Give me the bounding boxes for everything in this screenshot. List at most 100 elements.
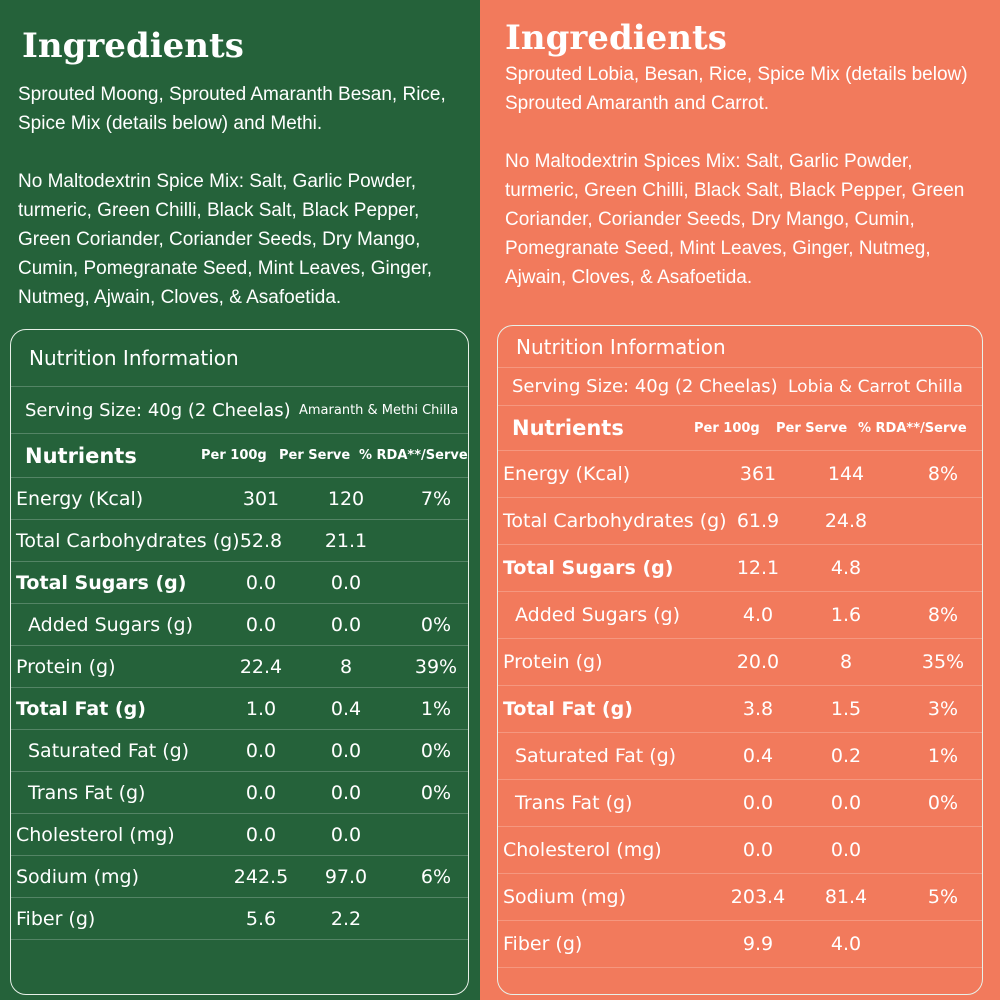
per100-value: 20.0: [736, 651, 780, 673]
rda-header: % RDA**/Serve: [858, 420, 967, 436]
per100-header: Per 100g: [694, 420, 760, 436]
nutrient-name: Saturated Fat (g): [28, 739, 190, 762]
rda-value: 1%: [420, 697, 452, 720]
per100-value: 4.0: [742, 604, 774, 626]
per100-value: 3.8: [742, 698, 774, 720]
rda-value: 3%: [927, 698, 959, 720]
per100-value: 0.4: [742, 745, 774, 767]
table-row: Total Carbohydrates (g) 61.9 24.8: [498, 498, 982, 545]
table-row: Total Carbohydrates (g) 52.8 21.1: [11, 520, 468, 562]
nutrient-name: Fiber (g): [16, 907, 96, 930]
table-row: Trans Fat (g) 0.0 0.0 0%: [498, 780, 982, 827]
nutrient-name: Total Carbohydrates (g): [16, 529, 240, 552]
rda-value: 0%: [420, 739, 452, 762]
spice-mix-list: No Maltodextrin Spice Mix: Salt, Garlic …: [18, 171, 433, 308]
table-row: Added Sugars (g) 0.0 0.0 0%: [11, 604, 468, 646]
per-serve-value: 1.5: [830, 698, 862, 720]
nutrient-name: Total Sugars (g): [16, 571, 187, 594]
per-serve-value: 24.8: [824, 510, 868, 532]
per-serve-value: 0.0: [330, 613, 362, 636]
table-row: Protein (g) 22.4 8 39%: [11, 646, 468, 688]
nutrient-name: Protein (g): [503, 651, 603, 673]
nutrient-name: Trans Fat (g): [515, 792, 633, 814]
rda-value: 8%: [927, 463, 959, 485]
rda-value: 0%: [927, 792, 959, 814]
per-serve-value: 97.0: [324, 865, 368, 888]
per100-value: 0.0: [245, 739, 277, 762]
table-row: Total Sugars (g) 12.1 4.8: [498, 545, 982, 592]
per100-value: 52.8: [239, 529, 283, 552]
per100-value: 1.0: [245, 697, 277, 720]
serving-size: Serving Size: 40g (2 Cheelas): [512, 376, 778, 397]
per-serve-value: 2.2: [330, 907, 362, 930]
nutrition-title: Nutrition Information: [516, 334, 726, 359]
per-serve-value: 144: [827, 463, 865, 485]
rda-value: 6%: [420, 865, 452, 888]
nutrition-title-row: Nutrition Information: [11, 330, 468, 387]
nutrient-name: Sodium (mg): [16, 865, 140, 888]
per-serve-value: 0.0: [830, 792, 862, 814]
per100-value: 12.1: [736, 557, 780, 579]
rda-value: 0%: [420, 613, 452, 636]
per-serve-value: 120: [327, 487, 365, 510]
table-row: Total Sugars (g) 0.0 0.0: [11, 562, 468, 604]
table-row: Fiber (g) 5.6 2.2: [11, 898, 468, 940]
ingredients-list: Sprouted Lobia, Besan, Rice, Spice Mix (…: [505, 64, 968, 114]
rda-value: 0%: [420, 781, 452, 804]
serving-size: Serving Size: 40g (2 Cheelas): [25, 399, 291, 421]
nutrient-name: Added Sugars (g): [515, 604, 681, 626]
per100-value: 0.0: [245, 571, 277, 594]
per-serve-value: 0.2: [830, 745, 862, 767]
per100-value: 9.9: [742, 933, 774, 955]
per-serve-value: 0.0: [330, 571, 362, 594]
rda-value: 5%: [927, 886, 959, 908]
per-serve-value: 0.0: [830, 839, 862, 861]
rda-value: 8%: [927, 604, 959, 626]
per-serve-header: Per Serve: [279, 448, 351, 463]
per100-value: 0.0: [245, 613, 277, 636]
rda-header: % RDA**/Serve: [359, 448, 468, 463]
header-row: Nutrients Per 100g Per Serve % RDA**/Serve: [498, 406, 982, 451]
nutrient-name: Energy (Kcal): [16, 487, 144, 510]
table-row: Added Sugars (g) 4.0 1.6 8%: [498, 592, 982, 639]
serving-row: Serving Size: 40g (2 Cheelas) Lobia & Car…: [498, 368, 982, 406]
per100-header: Per 100g: [201, 448, 267, 463]
header-row: Nutrients Per 100g Per Serve % RDA**/Serve: [11, 434, 468, 478]
rda-value: 39%: [414, 655, 458, 678]
table-row: Saturated Fat (g) 0.4 0.2 1%: [498, 733, 982, 780]
per-serve-value: 81.4: [824, 886, 868, 908]
table-row: Cholesterol (mg) 0.0 0.0: [11, 814, 468, 856]
per-serve-value: 4.0: [830, 933, 862, 955]
table-row: Protein (g) 20.0 8 35%: [498, 639, 982, 686]
nutrient-name: Cholesterol (mg): [16, 823, 175, 846]
nutrient-name: Protein (g): [16, 655, 116, 678]
per-serve-value: 0.0: [330, 781, 362, 804]
per100-value: 203.4: [730, 886, 786, 908]
per-serve-value: 0.4: [330, 697, 362, 720]
ingredients-list: Sprouted Moong, Sprouted Amaranth Besan,…: [18, 84, 446, 134]
per100-value: 361: [739, 463, 777, 485]
per-serve-value: 4.8: [830, 557, 862, 579]
per100-value: 0.0: [742, 839, 774, 861]
per100-value: 301: [242, 487, 280, 510]
per100-value: 0.0: [245, 781, 277, 804]
spice-mix-list: No Maltodextrin Spices Mix: Salt, Garlic…: [505, 151, 965, 288]
table-row: Energy (Kcal) 301 120 7%: [11, 478, 468, 520]
nutrients-header: Nutrients: [25, 443, 137, 468]
nutrient-name: Sodium (mg): [503, 886, 627, 908]
ingredients-text: Sprouted Moong, Sprouted Amaranth Besan,…: [18, 80, 458, 341]
table-row: Sodium (mg) 242.5 97.0 6%: [11, 856, 468, 898]
rda-value: 35%: [921, 651, 965, 673]
table-row: Total Fat (g) 3.8 1.5 3%: [498, 686, 982, 733]
nutrient-name: Total Sugars (g): [503, 557, 674, 579]
nutrient-name: Saturated Fat (g): [515, 745, 677, 767]
nutrient-name: Added Sugars (g): [28, 613, 194, 636]
table-row: Energy (Kcal) 361 144 8%: [498, 451, 982, 498]
nutrient-name: Total Fat (g): [16, 697, 146, 720]
table-row: Cholesterol (mg) 0.0 0.0: [498, 827, 982, 874]
rda-value: 1%: [927, 745, 959, 767]
per100-value: 0.0: [245, 823, 277, 846]
product-name: Lobia & Carrot Chilla: [788, 376, 963, 397]
nutrition-table: Nutrition Information Serving Size: 40g (…: [497, 325, 983, 995]
per-serve-header: Per Serve: [776, 420, 848, 436]
